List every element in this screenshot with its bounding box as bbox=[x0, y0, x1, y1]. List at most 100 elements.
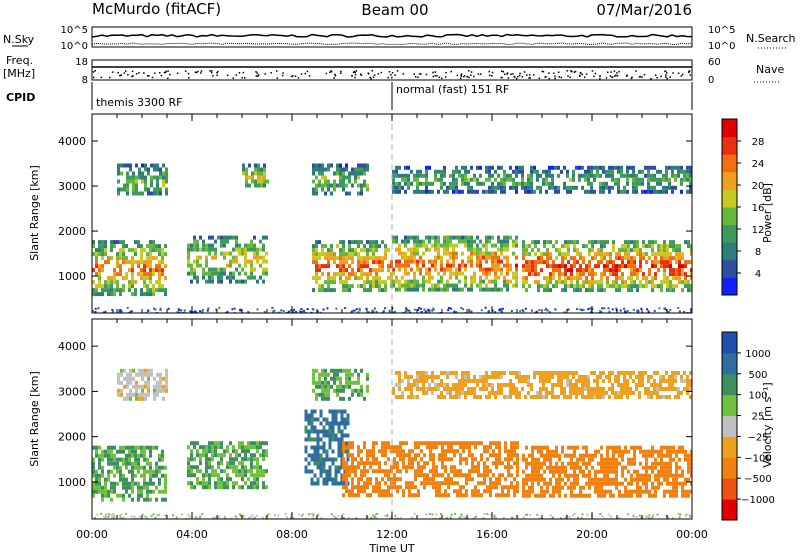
velocity-echo-cell bbox=[324, 397, 327, 401]
power-echo-cell bbox=[497, 264, 500, 268]
power-echo-cell bbox=[107, 284, 110, 288]
velocity-echo-cell bbox=[537, 478, 540, 482]
power-echo-cell bbox=[525, 252, 528, 256]
nave-point bbox=[242, 77, 244, 79]
power-echo-cell bbox=[443, 166, 446, 170]
velocity-echo-cell bbox=[542, 379, 545, 383]
velocity-echo-cell bbox=[131, 486, 134, 490]
power-echo-cell bbox=[407, 288, 410, 292]
velocity-echo-cell bbox=[627, 490, 630, 494]
power-echo-cell bbox=[497, 288, 500, 292]
velocity-echo-cell bbox=[116, 470, 119, 474]
power-echo-cell bbox=[485, 166, 488, 170]
power-echo-cell bbox=[506, 244, 509, 248]
velocity-echo-cell bbox=[332, 414, 335, 418]
power-echo-cell bbox=[363, 260, 366, 264]
power-echo-cell bbox=[479, 280, 482, 284]
power-echo-cell bbox=[437, 240, 440, 244]
velocity-echo-cell bbox=[354, 493, 357, 497]
power-echo-cell bbox=[360, 248, 363, 252]
velocity-echo-cell bbox=[681, 474, 684, 478]
velocity-echo-cell bbox=[323, 462, 326, 466]
velocity-echo-cell bbox=[314, 438, 317, 442]
velocity-echo-cell bbox=[422, 391, 425, 395]
velocity-echo-cell bbox=[558, 494, 561, 498]
power-echo-cell bbox=[636, 244, 639, 248]
power-echo-cell bbox=[327, 180, 330, 184]
velocity-echo-cell bbox=[491, 375, 494, 379]
power-echo-cell bbox=[684, 264, 687, 268]
velocity-echo-cell bbox=[563, 395, 566, 399]
velocity-echo-cell bbox=[650, 391, 653, 395]
velocity-echo-cell bbox=[489, 477, 492, 481]
velocity-echo-cell bbox=[137, 466, 140, 470]
power-echo-cell bbox=[491, 260, 494, 264]
velocity-echo-cell bbox=[312, 369, 315, 373]
velocity-ground-scatter bbox=[536, 514, 538, 516]
power-echo-cell bbox=[549, 272, 552, 276]
velocity-echo-cell bbox=[378, 481, 381, 485]
power-echo-cell bbox=[671, 170, 674, 174]
power-echo-cell bbox=[600, 248, 603, 252]
power-echo-cell bbox=[531, 264, 534, 268]
velocity-echo-cell bbox=[537, 470, 540, 474]
velocity-echo-cell bbox=[384, 473, 387, 477]
velocity-echo-cell bbox=[366, 469, 369, 473]
velocity-echo-cell bbox=[320, 458, 323, 462]
power-echo-cell bbox=[366, 280, 369, 284]
power-echo-cell bbox=[491, 166, 494, 170]
power-echo-cell bbox=[161, 284, 164, 288]
power-echo-cell bbox=[642, 256, 645, 260]
power-echo-cell bbox=[545, 174, 548, 178]
power-echo-cell bbox=[515, 268, 518, 272]
power-echo-cell bbox=[131, 276, 134, 280]
velocity-echo-cell bbox=[351, 469, 354, 473]
power-echo-cell bbox=[570, 284, 573, 288]
power-echo-cell bbox=[244, 252, 247, 256]
velocity-echo-cell bbox=[335, 470, 338, 474]
velocity-echo-cell bbox=[450, 445, 453, 449]
power-echo-cell bbox=[372, 268, 375, 272]
velocity-echo-cell bbox=[426, 477, 429, 481]
velocity-echo-cell bbox=[455, 383, 458, 387]
power-echo-cell bbox=[539, 186, 542, 190]
velocity-echo-cell bbox=[262, 473, 265, 477]
velocity-echo-cell bbox=[432, 441, 435, 445]
velocity-echo-cell bbox=[623, 371, 626, 375]
velocity-echo-cell bbox=[662, 387, 665, 391]
velocity-echo-cell bbox=[411, 461, 414, 465]
power-echo-cell bbox=[357, 276, 360, 280]
velocity-echo-cell bbox=[324, 393, 327, 397]
power-echo-cell bbox=[410, 268, 413, 272]
velocity-echo-cell bbox=[137, 494, 140, 498]
power-echo-cell bbox=[187, 248, 190, 252]
power-echo-cell bbox=[125, 244, 128, 248]
nave-point bbox=[569, 77, 571, 79]
power-echo-cell bbox=[678, 244, 681, 248]
velocity-echo-cell bbox=[645, 478, 648, 482]
power-echo-cell bbox=[193, 240, 196, 244]
power-echo-cell bbox=[315, 276, 318, 280]
velocity-echo-cell bbox=[506, 383, 509, 387]
power-echo-cell bbox=[244, 248, 247, 252]
power-echo-cell bbox=[506, 240, 509, 244]
power-echo-cell bbox=[461, 182, 464, 186]
nave-point bbox=[93, 77, 95, 79]
velocity-echo-cell bbox=[235, 465, 238, 469]
power-echo-cell bbox=[375, 276, 378, 280]
power-echo-cell bbox=[600, 244, 603, 248]
power-echo-cell bbox=[407, 256, 410, 260]
velocity-echo-cell bbox=[560, 371, 563, 375]
power-echo-cell bbox=[671, 174, 674, 178]
power-ground-scatter bbox=[359, 309, 361, 311]
power-echo-cell bbox=[461, 252, 464, 256]
nave-point bbox=[270, 72, 272, 74]
power-echo-cell bbox=[665, 170, 668, 174]
velocity-echo-cell bbox=[557, 379, 560, 383]
velocity-echo-cell bbox=[473, 379, 476, 383]
nave-point bbox=[195, 72, 197, 74]
power-echo-cell bbox=[579, 252, 582, 256]
power-echo-cell bbox=[512, 178, 515, 182]
velocity-echo-cell bbox=[509, 387, 512, 391]
power-echo-cell bbox=[407, 248, 410, 252]
